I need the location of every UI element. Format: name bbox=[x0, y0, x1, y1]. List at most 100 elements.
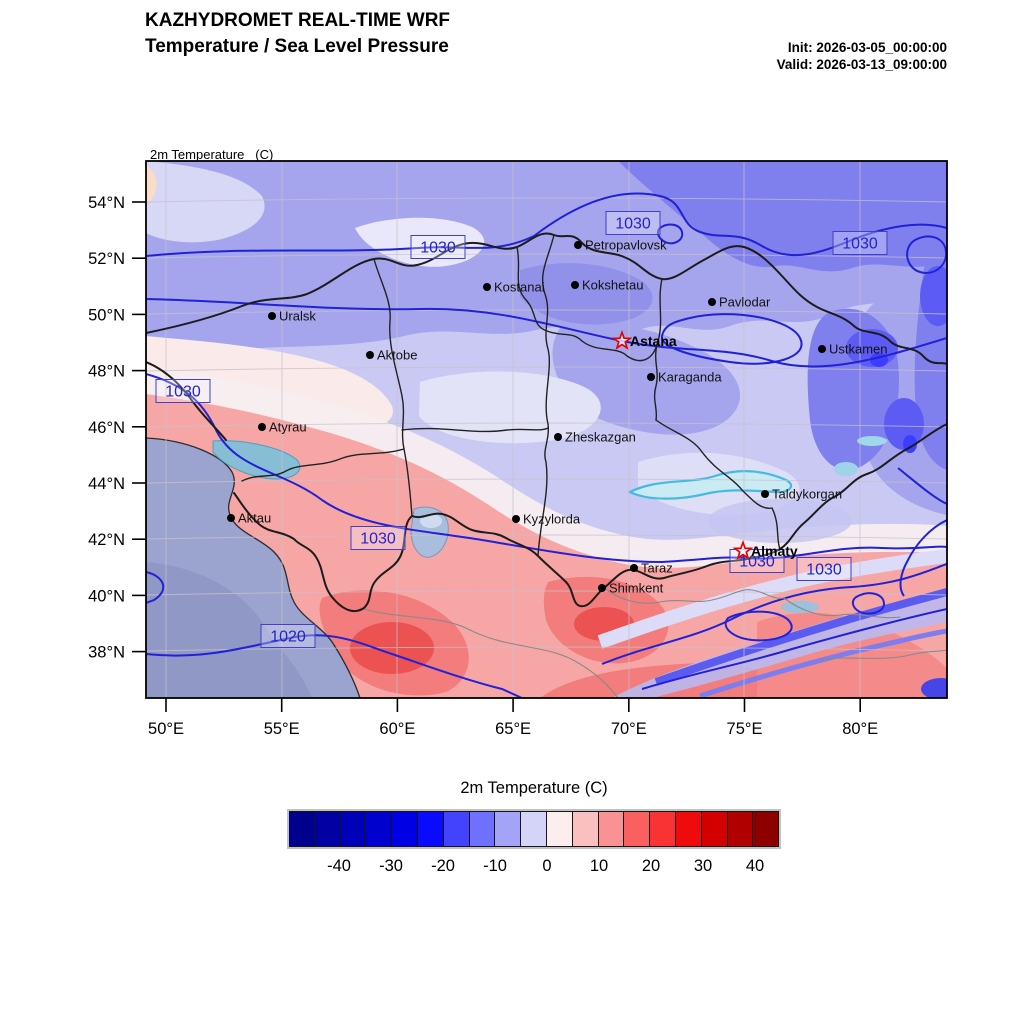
city-label: Kyzylorda bbox=[523, 512, 581, 527]
city-dot-marker bbox=[647, 373, 655, 381]
colorbar: 2m Temperature (C) -40 -30 -20 -10 0 10 20 30 40 bbox=[287, 779, 781, 881]
pressure-contour-label-box bbox=[796, 557, 852, 581]
temp-field-light-center bbox=[419, 371, 601, 444]
y-axis-label: 46°N bbox=[88, 419, 125, 437]
colorbar-tick-label: 20 bbox=[641, 857, 661, 875]
colorbar-tick-label: 0 bbox=[542, 857, 552, 875]
city-dot-marker bbox=[483, 283, 491, 291]
colorbar-cell bbox=[391, 811, 417, 847]
pressure-contour-label: 1030 bbox=[165, 384, 201, 401]
border-oblast-center bbox=[537, 234, 555, 557]
city-label: Karaganda bbox=[658, 370, 722, 385]
temp-field-light-topleft bbox=[146, 161, 265, 243]
colorbar-tick-label: -10 bbox=[483, 857, 507, 875]
border-neighbor-2 bbox=[603, 587, 785, 604]
y-axis-label: 52°N bbox=[88, 250, 125, 268]
contour-loop-ne bbox=[906, 235, 947, 274]
lake-zaysan bbox=[857, 436, 887, 446]
pressure-contour-label: 1030 bbox=[806, 562, 842, 579]
border-neighbor-3 bbox=[783, 597, 901, 619]
city-label: Astana bbox=[630, 333, 677, 349]
temp-field-tienshan-light bbox=[597, 549, 947, 649]
city-dot-marker bbox=[227, 514, 235, 522]
colorbar-tick-label: -20 bbox=[431, 857, 455, 875]
pressure-contour-label: 1030 bbox=[615, 216, 651, 233]
border-oblast-kyzylorda bbox=[401, 427, 549, 433]
axis-layer: 54°N 52°N 50°N 48°N 46°N 44°N 42°N 40°N 38°N 50°E… bbox=[88, 194, 878, 738]
city-label: Taldykorgan bbox=[772, 487, 842, 502]
colorbar-tick-label: -40 bbox=[327, 857, 351, 875]
colorbar-cell bbox=[597, 811, 624, 847]
temp-field-corner-cold bbox=[921, 678, 947, 698]
x-axis-label: 70°E bbox=[611, 720, 647, 738]
border-oblast-mangystau bbox=[241, 448, 405, 482]
lake-issykkul bbox=[781, 601, 819, 613]
colorbar-cell bbox=[674, 811, 701, 847]
caspian-sea-south bbox=[146, 562, 312, 698]
y-axis-label: 44°N bbox=[88, 475, 125, 493]
contour-1030-north bbox=[146, 192, 947, 257]
colorbar-cell bbox=[545, 811, 572, 847]
temp-field-peach-sliver bbox=[146, 166, 157, 203]
temp-field-altai-cold3 bbox=[920, 266, 947, 326]
aral-sea-light bbox=[420, 514, 442, 528]
city-dot-marker bbox=[366, 351, 374, 359]
border-oblast-taldykorgan bbox=[655, 419, 781, 550]
border-oblast-karaganda bbox=[653, 278, 663, 421]
x-axis-label: 80°E bbox=[842, 720, 878, 738]
contour-loop-pavlodar bbox=[661, 313, 803, 365]
city-dot-marker bbox=[818, 345, 826, 353]
city-dot-marker bbox=[268, 312, 276, 320]
init-time: Init: 2026-03-05_00:00:00 bbox=[787, 40, 947, 55]
model-run-info: Init: 2026-03-05_00:00:00 Valid: 2026-03… bbox=[777, 39, 947, 73]
city-dot-marker bbox=[512, 515, 520, 523]
field-label-temperature: 2m Temperature (C) bbox=[150, 147, 274, 162]
city-label: Pavlodar bbox=[719, 295, 771, 310]
pressure-contour-label-box bbox=[410, 235, 466, 259]
colorbar-cell bbox=[289, 811, 314, 847]
city-label: Almaty bbox=[751, 543, 798, 559]
colorbar-cell bbox=[649, 811, 675, 847]
colorbar-cell bbox=[726, 811, 753, 847]
city-dot-marker bbox=[708, 298, 716, 306]
colorbar-cell bbox=[700, 811, 727, 847]
x-axis-label: 55°E bbox=[264, 720, 300, 738]
city-label: Petropavlovsk bbox=[585, 238, 667, 253]
y-axis-label: 40°N bbox=[88, 587, 125, 605]
title-line-1: KAZHYDROMET REAL-TIME WRF bbox=[145, 10, 451, 31]
border-kazakhstan-south bbox=[411, 512, 753, 608]
pressure-contour-label: 1030 bbox=[360, 531, 396, 548]
colorbar-cell bbox=[752, 811, 780, 847]
y-axis-label: 48°N bbox=[88, 363, 125, 381]
contour-se-1 bbox=[601, 563, 947, 665]
city-dot-marker bbox=[574, 241, 582, 249]
x-axis-label: 65°E bbox=[495, 720, 531, 738]
city-dot-marker bbox=[571, 281, 579, 289]
colorbar-tick-label: -30 bbox=[379, 857, 403, 875]
border-oblast-akmola bbox=[516, 246, 659, 362]
city-layer: Petropavlovsk Kostanai Kokshetau Pavlodar Ur… bbox=[227, 238, 888, 596]
city-label: Ustkamen bbox=[829, 342, 888, 357]
pressure-contour-layer bbox=[146, 192, 947, 698]
lake-alakol bbox=[834, 462, 858, 476]
city-label: Shimkent bbox=[609, 581, 664, 596]
city-label: Uralsk bbox=[279, 309, 316, 324]
pressure-contour-label: 1030 bbox=[842, 236, 878, 253]
colorbar-cell bbox=[468, 811, 495, 847]
contour-1030-mid bbox=[146, 298, 947, 368]
map-frame bbox=[145, 160, 948, 699]
valid-time: Valid: 2026-03-13_09:00:00 bbox=[776, 57, 947, 72]
contour-se-3 bbox=[899, 519, 947, 597]
colorbar-cell bbox=[520, 811, 546, 847]
pressure-contour-label-box bbox=[832, 231, 888, 255]
contour-1020 bbox=[146, 634, 523, 698]
colorbar-cell bbox=[623, 811, 650, 847]
colorbar-tick-row: -40 -30 -20 -10 0 10 20 30 40 bbox=[287, 857, 781, 881]
y-axis-label: 38°N bbox=[88, 644, 125, 662]
temp-field-deep-topright bbox=[618, 161, 947, 272]
contour-se-loop bbox=[724, 610, 793, 642]
border-oblast-west bbox=[373, 258, 413, 517]
colorbar-title: 2m Temperature (C) bbox=[460, 779, 608, 797]
y-axis-label: 54°N bbox=[88, 194, 125, 212]
